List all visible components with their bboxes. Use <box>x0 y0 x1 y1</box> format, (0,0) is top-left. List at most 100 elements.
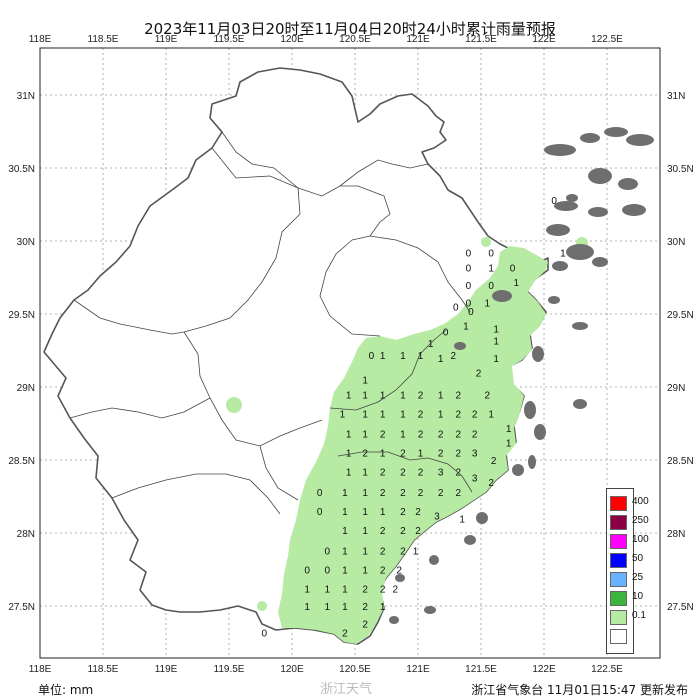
station-value: 1 <box>428 339 434 350</box>
station-value: 1 <box>380 602 386 613</box>
station-value: 2 <box>456 488 462 499</box>
station-value: 2 <box>380 566 386 577</box>
station-value: 2 <box>418 409 424 420</box>
map-frame <box>39 47 661 659</box>
station-value: 1 <box>346 430 352 441</box>
station-value: 1 <box>418 351 424 362</box>
station-value: 3 <box>434 512 440 523</box>
station-value: 1 <box>400 351 406 362</box>
station-value: 1 <box>342 488 348 499</box>
legend-item: 25 <box>606 572 696 588</box>
watermark-text: 浙江天气 <box>320 682 373 697</box>
station-value: 1 <box>400 430 406 441</box>
lat-label-left: 27.5N <box>8 602 35 613</box>
legend-swatch <box>610 496 627 511</box>
lat-label-left: 29.5N <box>8 310 35 321</box>
legend-item: 50 <box>606 553 696 569</box>
station-value: 0 <box>262 628 268 639</box>
station-value: 1 <box>342 526 348 537</box>
station-value: 2 <box>380 526 386 537</box>
station-value: 2 <box>400 547 406 558</box>
station-value: 2 <box>472 430 478 441</box>
station-value: 2 <box>456 390 462 401</box>
station-value: 0 <box>443 328 449 339</box>
station-value: 1 <box>304 585 310 596</box>
lat-label-left: 28N <box>17 529 35 540</box>
station-value: 2 <box>400 526 406 537</box>
station-value: 0 <box>466 249 472 260</box>
legend-swatch <box>610 515 627 530</box>
station-value: 1 <box>325 585 331 596</box>
station-value: 1 <box>346 468 352 479</box>
station-value: 1 <box>438 354 444 365</box>
station-value: 1 <box>493 336 499 347</box>
station-value: 1 <box>413 547 419 558</box>
legend-item <box>606 629 696 645</box>
map-title: 2023年11月03日20时至11月04日20时24小时累计雨量预报 <box>144 20 556 38</box>
station-value: 1 <box>514 278 520 289</box>
lat-label-right: 27.5N <box>667 602 694 613</box>
station-value: 1 <box>342 566 348 577</box>
station-value: 1 <box>380 351 386 362</box>
station-value: 1 <box>485 298 491 309</box>
station-value: 0 <box>304 566 310 577</box>
station-value: 0 <box>510 263 516 274</box>
lat-label-left: 28.5N <box>8 456 35 467</box>
station-value: 1 <box>463 322 469 333</box>
legend-swatch <box>610 629 627 644</box>
unit-label: 单位: mm <box>38 683 94 697</box>
station-value: 1 <box>342 547 348 558</box>
legend-item: 400 <box>606 496 696 512</box>
station-value: 1 <box>362 488 368 499</box>
station-value: 2 <box>488 478 494 489</box>
station-value: 2 <box>456 449 462 460</box>
station-value: 2 <box>380 468 386 479</box>
station-value: 2 <box>362 602 368 613</box>
station-value: 0 <box>466 298 472 309</box>
lat-label-left: 30N <box>17 237 35 248</box>
lon-label-bottom: 119.5E <box>214 664 245 675</box>
station-value: 0 <box>551 196 557 207</box>
station-value: 2 <box>380 430 386 441</box>
station-value: 1 <box>488 409 494 420</box>
source-label: 浙江省气象台 11月01日15:47 更新发布 <box>471 683 688 697</box>
rain-spot-south <box>257 601 267 611</box>
station-value: 1 <box>362 430 368 441</box>
station-value: 2 <box>456 409 462 420</box>
station-value: 1 <box>346 449 352 460</box>
station-value: 2 <box>438 488 444 499</box>
legend-label: 50 <box>632 553 644 564</box>
lon-label-bottom: 120.5E <box>339 664 371 675</box>
station-value: 0 <box>453 303 459 314</box>
legend-label: 400 <box>632 496 649 507</box>
station-value: 1 <box>493 354 499 365</box>
station-value: 1 <box>400 390 406 401</box>
station-value: 1 <box>493 325 499 336</box>
station-value: 2 <box>362 620 368 631</box>
station-value: 2 <box>393 585 399 596</box>
lon-label-bottom: 122.5E <box>591 664 623 675</box>
rain-area-0.1-10mm <box>278 246 548 644</box>
lon-label-top: 119E <box>155 34 178 45</box>
legend-item: 0.1 <box>606 610 696 626</box>
lon-label-top: 122E <box>532 34 556 45</box>
station-value: 1 <box>380 409 386 420</box>
station-value: 0 <box>488 281 494 292</box>
station-value: 1 <box>362 526 368 537</box>
lat-label-left: 30.5N <box>8 164 35 175</box>
lon-label-top: 118E <box>29 34 52 45</box>
station-value: 2 <box>438 449 444 460</box>
station-value: 0 <box>325 566 331 577</box>
station-value: 1 <box>362 409 368 420</box>
station-value: 3 <box>472 449 478 460</box>
station-value: 2 <box>400 449 406 460</box>
lon-label-bottom: 120E <box>280 664 304 675</box>
station-value: 0 <box>317 507 323 518</box>
station-value: 2 <box>491 456 497 467</box>
station-value: 2 <box>456 430 462 441</box>
station-value: 2 <box>451 351 457 362</box>
legend-label: 0.1 <box>632 610 646 621</box>
station-value: 1 <box>362 390 368 401</box>
